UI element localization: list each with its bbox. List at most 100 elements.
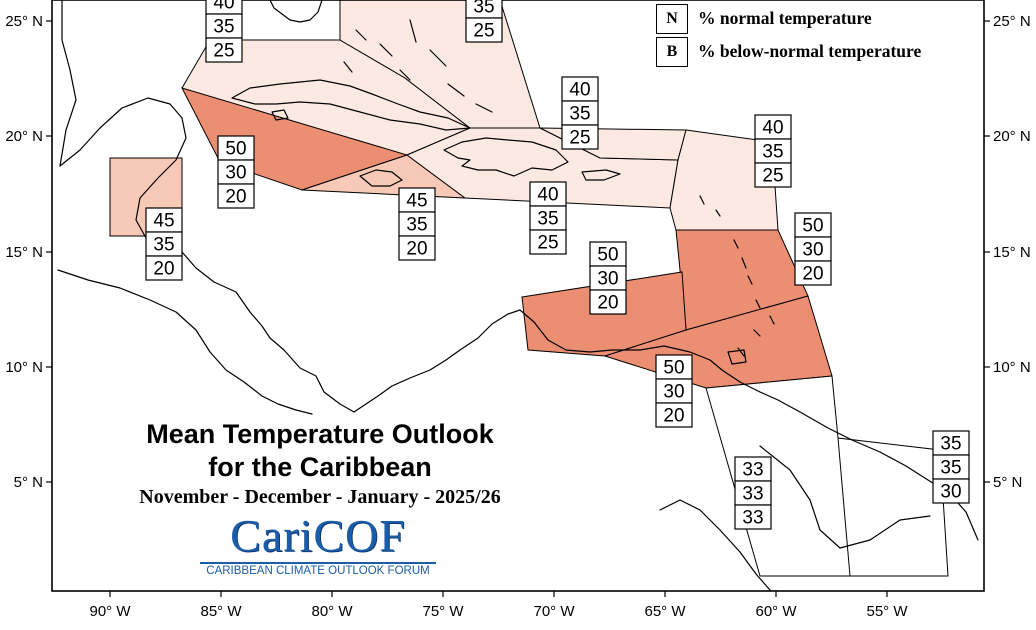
map-frame (51, 0, 985, 592)
season-subtitle: November - December - January - 2025/26 (139, 486, 501, 508)
y-tick-label-right: 20° N (993, 128, 1031, 145)
value-cell-text: 40 (569, 80, 590, 101)
y-tick-label-left: 25° N (5, 13, 43, 30)
value-cell (754, 114, 792, 140)
axis-ticks: 90° W 85° W 80° W 75° W 70° W 65° W 60° W 55° W… (5, 13, 1030, 620)
value-cell-text: 20 (225, 187, 246, 208)
value-cell-text: 30 (597, 269, 618, 290)
value-cell-text: 35 (762, 142, 783, 163)
zone-guianas-divider (837, 437, 851, 577)
value-cell (561, 76, 599, 102)
value-cell (734, 504, 772, 530)
map-title-line2: for the Caribbean (208, 452, 432, 482)
value-box-windward-islands: 50 30 20 (794, 212, 832, 286)
legend-text-normal: % normal temperature (698, 8, 872, 28)
value-cell (529, 229, 567, 255)
value-cell (932, 454, 970, 480)
value-cell (589, 265, 627, 291)
x-tick-label: 80° W (311, 603, 353, 620)
caricof-logo: CariCOF CARIBBEAN CLIMATE OUTLOOK FORUM (200, 512, 436, 577)
x-tick-label: 60° W (755, 603, 797, 620)
y-tick-label-right: 25° N (993, 13, 1031, 30)
value-cell-text: 20 (597, 293, 618, 314)
legend-key-below: B (656, 36, 688, 67)
legend: N % normal temperature B % below-normal … (656, 2, 996, 68)
value-cell (589, 241, 627, 267)
value-cell (561, 100, 599, 126)
value-cell (794, 260, 832, 286)
x-tick-label: 65° W (644, 603, 686, 620)
coast-jamaica (359, 169, 403, 187)
y-tick-label-left: 20° N (5, 128, 43, 145)
value-cell-text: 25 (213, 41, 234, 62)
value-cell-text: 35 (940, 434, 961, 455)
value-cell (561, 124, 599, 150)
y-tick-label-left: 10° N (5, 359, 43, 376)
value-cell-text: 30 (940, 482, 961, 503)
value-cell (145, 255, 183, 281)
value-cell-text: 20 (802, 264, 823, 285)
value-cell-text: 35 (537, 209, 558, 230)
value-cell-text: 30 (663, 382, 684, 403)
value-box-guyana: 33 33 33 (734, 456, 772, 530)
title-block: Mean Temperature Outlook for the Caribbe… (100, 418, 540, 509)
legend-key-normal: N (656, 3, 688, 34)
value-cell-text: 25 (473, 21, 494, 42)
value-cell-text: 50 (597, 245, 618, 266)
value-cell (145, 231, 183, 257)
y-tick-label-right: 15° N (993, 244, 1031, 261)
value-cell-text: 33 (742, 508, 763, 529)
value-cell-text: 50 (802, 216, 823, 237)
value-cell (589, 289, 627, 315)
value-cell (529, 205, 567, 231)
coast-puerto-rico (581, 169, 621, 181)
value-box-french-guiana: 35 35 30 (932, 430, 970, 504)
coast-mexico-gulf (59, 0, 77, 167)
y-tick-label-right: 10° N (993, 359, 1031, 376)
coast-guianas-border (759, 445, 931, 549)
value-cell-text: 20 (663, 406, 684, 427)
value-cell (655, 378, 693, 404)
value-cell-text: 45 (406, 191, 427, 212)
value-cell-text: 33 (742, 460, 763, 481)
value-cell-text: 25 (762, 166, 783, 187)
value-cell-text: 35 (213, 17, 234, 38)
value-cell (655, 402, 693, 428)
value-cell-text: 20 (153, 259, 174, 280)
value-box-bahamas-north: 40 35 25 (205, 0, 243, 63)
logo-wordmark: CariCOF (230, 510, 406, 561)
value-cell-text: 35 (153, 235, 174, 256)
legend-text-below: % below-normal temperature (698, 41, 922, 61)
value-cell (754, 162, 792, 188)
value-cell-text: 40 (762, 118, 783, 139)
value-box-jamaica: 45 35 20 (398, 187, 436, 261)
value-box-trinidad-tobago: 50 30 20 (655, 354, 693, 428)
x-tick-label: 70° W (533, 603, 575, 620)
legend-row-below: B % below-normal temperature (656, 35, 996, 68)
value-cell (794, 212, 832, 238)
value-cell-text: 40 (537, 185, 558, 206)
coast-florida (269, 0, 323, 23)
value-boxes: 4035253525503020453520453520403525403525… (145, 0, 970, 530)
value-cell-text: 35 (406, 215, 427, 236)
value-cell (217, 183, 255, 209)
coast-bahamas (343, 19, 493, 113)
coast-isla-juventud (271, 109, 289, 121)
x-tick-label: 90° W (89, 603, 131, 620)
value-cell (754, 138, 792, 164)
value-cell (398, 211, 436, 237)
value-box-leeward-islands: 40 35 25 (754, 114, 792, 188)
value-cell (217, 159, 255, 185)
value-cell-text: 30 (802, 240, 823, 261)
coast-central-america (59, 97, 723, 413)
value-box-hispaniola: 40 35 25 (529, 181, 567, 255)
coast-trinidad (727, 349, 747, 365)
value-cell (398, 187, 436, 213)
coast-colombia-pacific (659, 499, 771, 591)
value-cell-text: 50 (663, 358, 684, 379)
value-cell (205, 37, 243, 63)
value-cell-text: 33 (742, 484, 763, 505)
value-cell-text: 45 (153, 211, 174, 232)
x-tick-label: 75° W (422, 603, 464, 620)
